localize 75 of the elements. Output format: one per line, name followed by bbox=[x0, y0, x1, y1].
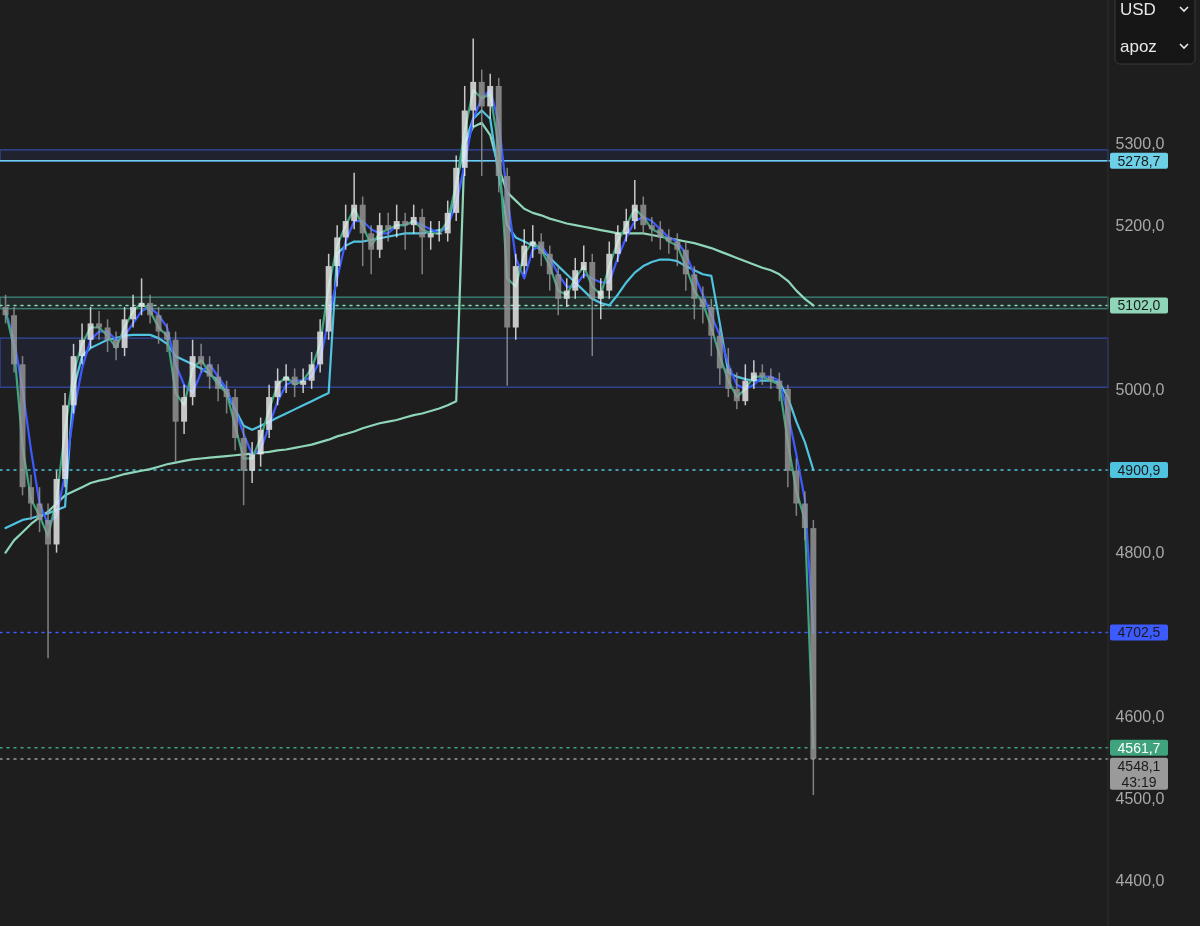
candlestick bbox=[776, 371, 783, 402]
candlestick bbox=[215, 363, 222, 402]
candlestick bbox=[444, 199, 451, 243]
candlestick bbox=[631, 179, 638, 230]
candlestick bbox=[742, 363, 749, 407]
candlestick bbox=[640, 195, 647, 235]
candlestick bbox=[368, 224, 375, 276]
candlestick bbox=[733, 371, 740, 411]
ref-line-label: 5102,0 bbox=[1117, 297, 1161, 314]
y-tick-label: 4800,0 bbox=[1115, 544, 1165, 562]
candlestick bbox=[96, 310, 103, 341]
y-tick-label: 5300,0 bbox=[1115, 134, 1165, 152]
y-tick-label: 5200,0 bbox=[1115, 216, 1165, 234]
candlestick bbox=[436, 220, 443, 243]
y-tick-label: 4400,0 bbox=[1115, 871, 1165, 889]
candlestick bbox=[614, 224, 621, 263]
candlestick bbox=[572, 257, 579, 300]
candlestick bbox=[36, 486, 43, 533]
candlestick bbox=[767, 367, 774, 390]
text: USD bbox=[1120, 0, 1156, 19]
text: apoz bbox=[1120, 36, 1157, 56]
candlestick bbox=[597, 277, 604, 321]
candlestick bbox=[2, 294, 9, 325]
candlestick bbox=[291, 367, 298, 398]
candlestick bbox=[104, 318, 111, 353]
candlestick bbox=[283, 363, 290, 394]
candlestick bbox=[563, 277, 570, 308]
candlestick bbox=[164, 322, 171, 353]
candlestick bbox=[87, 306, 94, 349]
candlestick bbox=[308, 351, 315, 390]
candlestick bbox=[393, 203, 400, 239]
candlestick bbox=[249, 441, 256, 484]
candlestick bbox=[750, 359, 757, 390]
text: 43:19 bbox=[1121, 773, 1157, 790]
candlestick bbox=[402, 212, 409, 251]
candlestick bbox=[419, 208, 426, 276]
candlestick bbox=[538, 232, 545, 267]
candlestick bbox=[487, 72, 494, 120]
candlestick bbox=[130, 294, 137, 329]
candlestick bbox=[674, 232, 681, 267]
candlestick bbox=[521, 228, 528, 276]
candlestick bbox=[223, 379, 230, 415]
ref-line-label: 4548,1 bbox=[1117, 757, 1161, 774]
candlestick bbox=[665, 228, 672, 255]
ref-line-label: 4702,5 bbox=[1117, 624, 1161, 641]
y-tick-label: 5000,0 bbox=[1115, 380, 1165, 398]
candlestick bbox=[198, 343, 205, 374]
candlestick bbox=[427, 220, 434, 251]
candlestick bbox=[725, 347, 732, 398]
candlestick bbox=[351, 172, 358, 230]
candlestick bbox=[342, 203, 349, 251]
candlestick bbox=[274, 367, 281, 407]
candlestick bbox=[28, 474, 35, 521]
candlestick bbox=[113, 330, 120, 361]
candlestick bbox=[759, 363, 766, 386]
ref-line-label: 5278,7 bbox=[1117, 152, 1161, 169]
candlestick bbox=[410, 203, 417, 235]
candlestick bbox=[155, 306, 162, 345]
candlestick bbox=[300, 367, 307, 394]
candlestick bbox=[648, 216, 655, 243]
y-tick-label: 4500,0 bbox=[1115, 789, 1165, 807]
candlestick bbox=[623, 208, 630, 243]
candlestick bbox=[657, 220, 664, 251]
candlestick bbox=[147, 294, 154, 325]
candlestick bbox=[699, 285, 706, 325]
candlestick bbox=[385, 212, 392, 243]
candlestick bbox=[546, 244, 553, 292]
candlestick bbox=[138, 277, 145, 316]
candlestick bbox=[529, 224, 536, 259]
y-tick-label: 4600,0 bbox=[1115, 708, 1165, 725]
candlestick bbox=[206, 355, 213, 390]
candlestick bbox=[580, 244, 587, 280]
ref-line-label: 4900,9 bbox=[1117, 461, 1161, 478]
candlestick bbox=[79, 322, 86, 366]
ref-line-label: 4561,7 bbox=[1117, 739, 1161, 756]
